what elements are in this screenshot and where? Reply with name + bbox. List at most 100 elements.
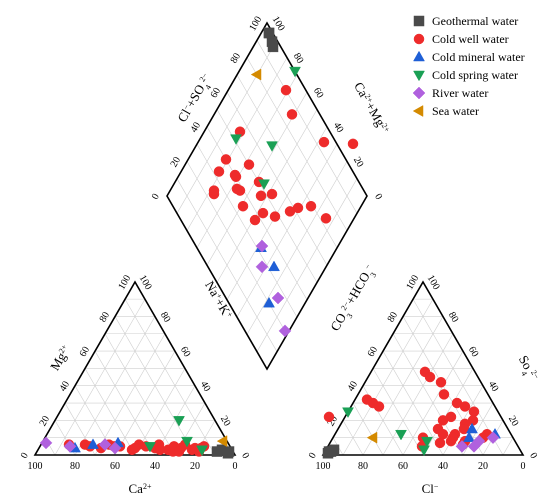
cation-triangle — [33, 280, 237, 456]
grid-lines — [44, 40, 514, 456]
legend-label-cold-well-water: Cold well water — [432, 32, 509, 46]
cation-bottom-tick: 20 — [190, 461, 200, 472]
cation-left-tick: 80 — [98, 310, 113, 324]
cold-well-water-cation-point — [154, 444, 166, 456]
diamond-right-tick: 20 — [351, 155, 366, 169]
cation-left-tick: 60 — [78, 345, 93, 359]
cold-spring-water-cation-point — [144, 442, 156, 453]
data-points — [39, 27, 501, 459]
anion-bottom-tick: 20 — [478, 461, 488, 472]
river-water-cation-point — [98, 438, 112, 451]
cold-well-water-diamond-point — [213, 166, 225, 177]
river-water-cation-point — [39, 436, 53, 450]
cold-well-water-diamond-point — [269, 211, 281, 222]
cold-well-water-diamond-point — [280, 84, 292, 96]
cation-right-tick: 60 — [178, 345, 193, 359]
cold-spring-water-diamond-point — [230, 134, 242, 145]
cold-spring-water-diamond-point — [289, 66, 301, 78]
cold-well-water-cation-point — [173, 446, 185, 457]
legend-label-river-water: River water — [432, 86, 488, 100]
legend-label-cold-mineral-water: Cold mineral water — [432, 50, 525, 64]
river-water-diamond-point — [255, 260, 269, 274]
diamond-left-axis-title: Cl−+SO42− — [174, 71, 217, 127]
river-water-cation-point — [108, 441, 122, 455]
geothermal-water-cation-point — [211, 446, 223, 457]
cold-well-water-diamond-point — [257, 207, 269, 219]
anion-left-tick: 80 — [386, 310, 401, 324]
cold-spring-water-anion-point — [395, 429, 407, 441]
diamond-left-tick: 20 — [169, 155, 184, 169]
anion-bottom-tick: 0 — [521, 461, 526, 472]
anion-right-tick: 80 — [446, 310, 461, 324]
diamond-right-tick: 80 — [291, 51, 306, 65]
cold-well-water-anion-point — [424, 371, 436, 383]
anion-left-tick: 0 — [307, 451, 319, 461]
cold-well-water-diamond-point — [249, 214, 261, 226]
cold-well-water-anion-point — [437, 428, 449, 440]
cold-mineral-water-cation-point — [87, 438, 99, 449]
river-water-diamond-point — [278, 324, 292, 338]
cation-bottom-tick: 100 — [28, 461, 43, 472]
legend-marker-geothermal-water — [413, 15, 425, 27]
cold-well-water-diamond-point — [255, 190, 267, 202]
diamond-right-axis-title: Ca2++Mg2+ — [351, 79, 393, 136]
cold-spring-water-anion-point — [418, 445, 430, 457]
anion-right-tick: 40 — [486, 379, 501, 393]
cation-bottom-tick: 60 — [110, 461, 120, 472]
cold-mineral-water-diamond-point — [268, 260, 280, 272]
cation-left-tick: 40 — [58, 379, 73, 393]
anion-triangle — [321, 280, 525, 456]
cold-mineral-water-anion-point — [466, 422, 478, 434]
diamond-right-tick: 60 — [311, 86, 326, 100]
tick-labels: 1000100802080604060406040208020010001000… — [19, 15, 539, 472]
legend-label-sea-water: Sea water — [432, 104, 479, 118]
anion-bottom-tick: 100 — [316, 461, 331, 472]
legend-marker-river-water — [412, 86, 426, 100]
sea-water-diamond-point — [250, 68, 262, 81]
cold-well-water-anion-point — [445, 435, 457, 447]
legend-marker-cold-well-water — [413, 33, 425, 45]
legend-label-cold-spring-water: Cold spring water — [432, 68, 518, 82]
diamond-right-tick: 0 — [372, 192, 384, 202]
diamond-field — [166, 21, 368, 371]
anion-right-axis-title: So42− — [513, 353, 542, 385]
anion-left-axis-title: CO32−+HCO3− — [327, 262, 380, 336]
cation-right-tick: 80 — [158, 310, 173, 324]
cold-spring-water-cation-point — [181, 436, 193, 448]
cold-well-water-diamond-point — [208, 185, 220, 196]
cold-spring-water-anion-point — [342, 407, 354, 418]
cold-well-water-diamond-point — [237, 200, 249, 212]
cation-left-tick: 20 — [38, 414, 53, 428]
anion-bottom-tick: 40 — [438, 461, 448, 472]
legend-marker-sea-water — [412, 105, 424, 117]
cold-spring-water-anion-point — [421, 436, 433, 448]
cold-well-water-anion-point — [438, 389, 450, 400]
cold-well-water-anion-point — [468, 406, 480, 417]
sea-water-cation-point — [216, 435, 228, 448]
river-water-cation-point — [63, 439, 77, 453]
cation-bottom-axis-title: Ca2+ — [129, 481, 152, 496]
legend: Geothermal water Cold well water Cold mine… — [412, 14, 525, 118]
cation-bottom-tick: 0 — [233, 461, 238, 472]
river-water-diamond-point — [255, 239, 269, 253]
anion-left-tick: 40 — [346, 379, 361, 393]
cold-well-water-anion-point — [361, 394, 373, 405]
cold-spring-water-cation-point — [196, 445, 208, 457]
geothermal-water-diamond-point — [263, 27, 275, 39]
cold-well-water-diamond-point — [229, 169, 241, 181]
cation-bottom-tick: 80 — [70, 461, 80, 472]
diamond-left-tick: 60 — [209, 86, 224, 100]
diamond-left-tick: 80 — [229, 51, 244, 65]
river-water-diamond-point — [271, 291, 285, 305]
cold-well-water-diamond-point — [320, 213, 332, 224]
legend-marker-cold-mineral-water — [413, 50, 425, 62]
cold-well-water-diamond-point — [318, 136, 330, 148]
cold-well-water-diamond-point — [286, 109, 298, 120]
sea-water-anion-point — [366, 431, 378, 444]
cold-well-water-anion-point — [459, 401, 471, 412]
cation-left-tick: 0 — [19, 451, 31, 461]
cold-mineral-water-diamond-point — [263, 296, 275, 308]
anion-left-tick: 60 — [366, 345, 381, 359]
river-water-anion-point — [467, 439, 481, 453]
